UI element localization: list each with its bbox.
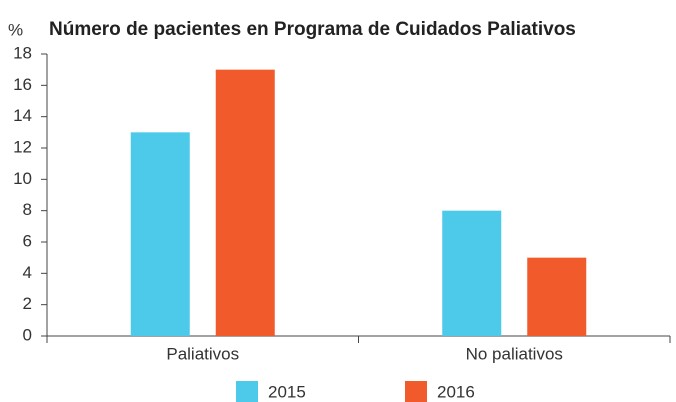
legend-label: 2015 xyxy=(268,382,306,401)
bar xyxy=(215,69,275,337)
bar xyxy=(130,132,190,336)
chart-title: Número de pacientes en Programa de Cuida… xyxy=(49,19,576,40)
y-tick-label: 0 xyxy=(23,325,32,344)
bar xyxy=(527,257,587,336)
y-tick-label: 16 xyxy=(13,75,32,94)
x-tick-label: No paliativos xyxy=(466,344,563,363)
y-tick-label: 4 xyxy=(23,263,32,282)
y-tick-label: 6 xyxy=(23,231,32,250)
y-tick-label: 2 xyxy=(23,294,32,313)
y-tick-label: 18 xyxy=(13,43,32,62)
y-tick-label: 14 xyxy=(13,106,32,125)
legend-swatch xyxy=(405,381,427,402)
y-axis-label: % xyxy=(8,20,23,39)
legend-swatch xyxy=(236,381,258,402)
y-tick-label: 10 xyxy=(13,169,32,188)
y-tick-label: 8 xyxy=(23,200,32,219)
y-tick-label: 12 xyxy=(13,137,32,156)
legend-label: 2016 xyxy=(437,382,475,401)
x-tick-label: Paliativos xyxy=(166,344,239,363)
bar xyxy=(442,210,502,336)
